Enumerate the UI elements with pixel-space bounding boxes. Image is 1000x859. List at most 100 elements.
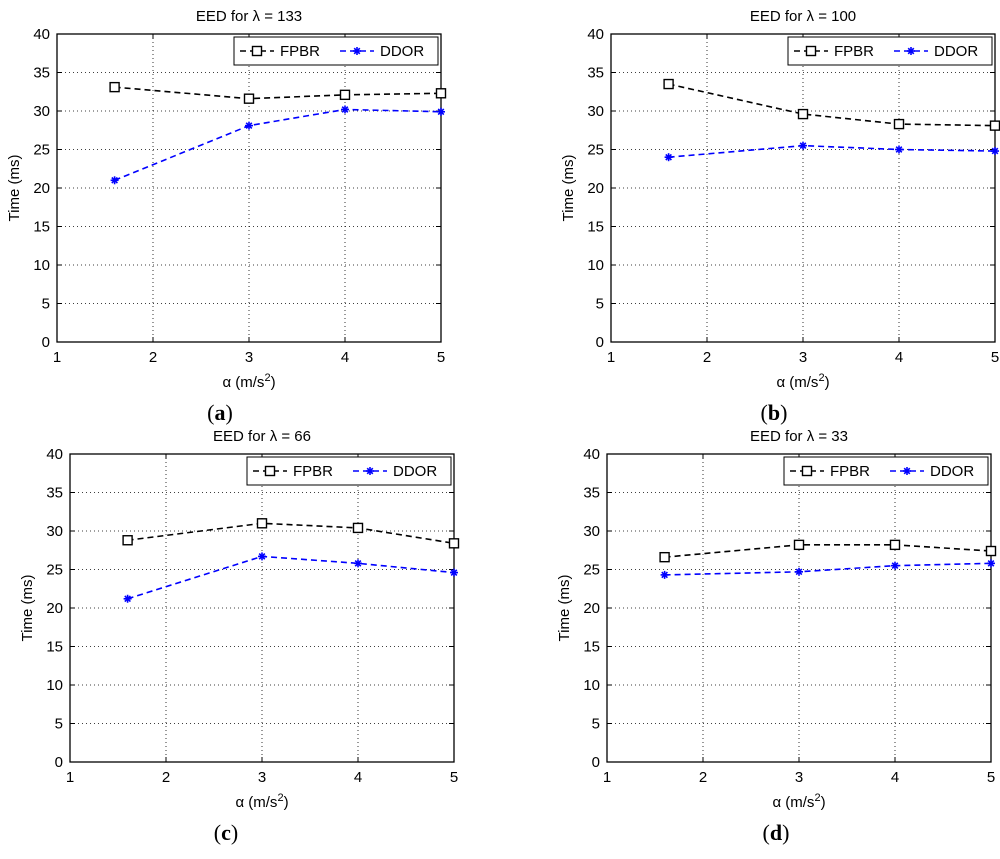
legend: FPBR DDOR xyxy=(787,36,993,66)
y-tick-label: 15 xyxy=(46,639,63,656)
y-tick-label: 25 xyxy=(583,562,600,579)
marker-stroke xyxy=(891,562,899,570)
data-point-ddor xyxy=(895,145,903,154)
y-tick-label: 35 xyxy=(587,65,604,82)
x-tick-label: 5 xyxy=(987,769,995,786)
y-tick-label: 35 xyxy=(46,485,63,502)
series-line-ddor xyxy=(114,108,442,182)
caption-c: (c) xyxy=(213,820,239,845)
data-point-fpbr xyxy=(109,81,120,93)
legend-marker-ddor xyxy=(366,467,374,475)
legend-label-fpbr: FPBR xyxy=(280,43,320,60)
chart-panel-b: 1 2 3 4 5 0 5 10 15 20 25 30 35 40 EED for λ = 100 α (m… xyxy=(560,8,1000,391)
data-point-ddor xyxy=(987,559,995,568)
y-tick-label: 10 xyxy=(583,677,600,694)
series-line-ddor xyxy=(664,562,992,576)
y-tick-label: 25 xyxy=(33,142,50,159)
data-point-fpbr xyxy=(793,539,805,551)
x-tick-label: 4 xyxy=(895,349,903,366)
caption-letter: b xyxy=(767,400,781,425)
marker-stroke xyxy=(437,108,445,116)
y-tick-label: 10 xyxy=(587,257,604,274)
marker-stroke xyxy=(907,47,915,55)
x-tick-label: 2 xyxy=(699,769,707,786)
legend: FPBR DDOR xyxy=(783,456,989,486)
x-tick-label: 5 xyxy=(991,349,999,366)
chart-title: EED for λ = 33 xyxy=(750,428,848,445)
y-axis-label: Time (ms) xyxy=(560,155,577,222)
data-point-ddor xyxy=(341,105,349,114)
data-point-fpbr xyxy=(663,78,674,90)
legend-marker-ddor xyxy=(907,47,915,55)
data-point-fpbr xyxy=(352,522,364,534)
data-point-fpbr xyxy=(448,538,460,549)
x-tick-label: 2 xyxy=(149,349,157,366)
marker-stroke xyxy=(987,559,995,567)
x-tick-label: 5 xyxy=(437,349,445,366)
x-tick-label: 3 xyxy=(799,349,807,366)
x-tick-label: 1 xyxy=(53,349,61,366)
data-point-ddor xyxy=(450,568,458,577)
marker-stroke xyxy=(903,467,911,475)
grid xyxy=(611,34,995,342)
y-tick-label: 30 xyxy=(46,523,63,540)
data-point-ddor xyxy=(891,561,899,570)
x-tick-label: 5 xyxy=(450,769,458,786)
marker-stroke xyxy=(258,553,266,560)
legend-label-ddor: DDOR xyxy=(934,43,978,60)
marker-stroke xyxy=(124,595,131,603)
data-point-ddor xyxy=(437,107,445,116)
series-line-fpbr xyxy=(668,83,996,127)
y-tick-label: 20 xyxy=(583,600,600,617)
x-axis-label: α (m/s2) xyxy=(235,792,288,811)
data-point-fpbr xyxy=(893,118,905,130)
chart-title: EED for λ = 66 xyxy=(213,428,311,445)
marker-stroke xyxy=(799,142,807,150)
chart-panel-c: 1 2 3 4 5 0 5 10 15 20 25 30 35 40 EED for λ = 66 α (m/… xyxy=(19,428,460,811)
y-tick-label: 15 xyxy=(587,219,604,236)
legend-marker-ddor xyxy=(903,467,911,475)
data-point-ddor xyxy=(245,121,253,130)
caption-d: (d) xyxy=(762,820,790,845)
legend: FPBR DDOR xyxy=(233,36,439,66)
legend-marker-fpbr xyxy=(805,45,817,57)
legend-label-ddor: DDOR xyxy=(393,463,437,480)
y-tick-label: 0 xyxy=(596,334,604,351)
marker-stroke xyxy=(366,467,374,475)
marker-stroke xyxy=(665,153,672,161)
y-tick-label: 10 xyxy=(33,257,50,274)
x-axis-label: α (m/s2) xyxy=(776,372,829,391)
series-line-ddor xyxy=(127,555,455,600)
legend-marker-fpbr xyxy=(801,465,813,477)
legend-box xyxy=(783,456,989,486)
marker-stroke xyxy=(795,568,803,576)
data-point-fpbr xyxy=(243,93,255,104)
series-line-fpbr xyxy=(114,86,442,100)
y-tick-label: 30 xyxy=(587,103,604,120)
y-tick-label: 40 xyxy=(46,446,63,463)
data-point-ddor xyxy=(354,559,362,568)
y-axis-label: Time (ms) xyxy=(6,155,23,222)
caption-letter: c xyxy=(221,820,231,845)
caption-letter: a xyxy=(214,400,226,425)
data-point-fpbr xyxy=(256,518,268,529)
data-point-fpbr xyxy=(989,120,1000,131)
y-tick-label: 15 xyxy=(583,639,600,656)
series-line-fpbr xyxy=(664,544,992,558)
data-point-ddor xyxy=(258,552,266,561)
y-tick-label: 5 xyxy=(55,716,63,733)
x-tick-label: 1 xyxy=(607,349,615,366)
y-tick-label: 5 xyxy=(592,716,600,733)
legend-box xyxy=(233,36,439,66)
grid xyxy=(70,454,454,762)
data-point-ddor xyxy=(110,176,119,185)
x-axis-label: α (m/s2) xyxy=(222,372,275,391)
y-tick-label: 20 xyxy=(33,180,50,197)
caption-letter: d xyxy=(769,820,783,845)
marker-stroke xyxy=(245,122,253,129)
marker-stroke xyxy=(353,47,361,55)
legend: FPBR DDOR xyxy=(246,456,452,486)
legend-label-fpbr: FPBR xyxy=(293,463,333,480)
marker-stroke xyxy=(111,176,118,184)
